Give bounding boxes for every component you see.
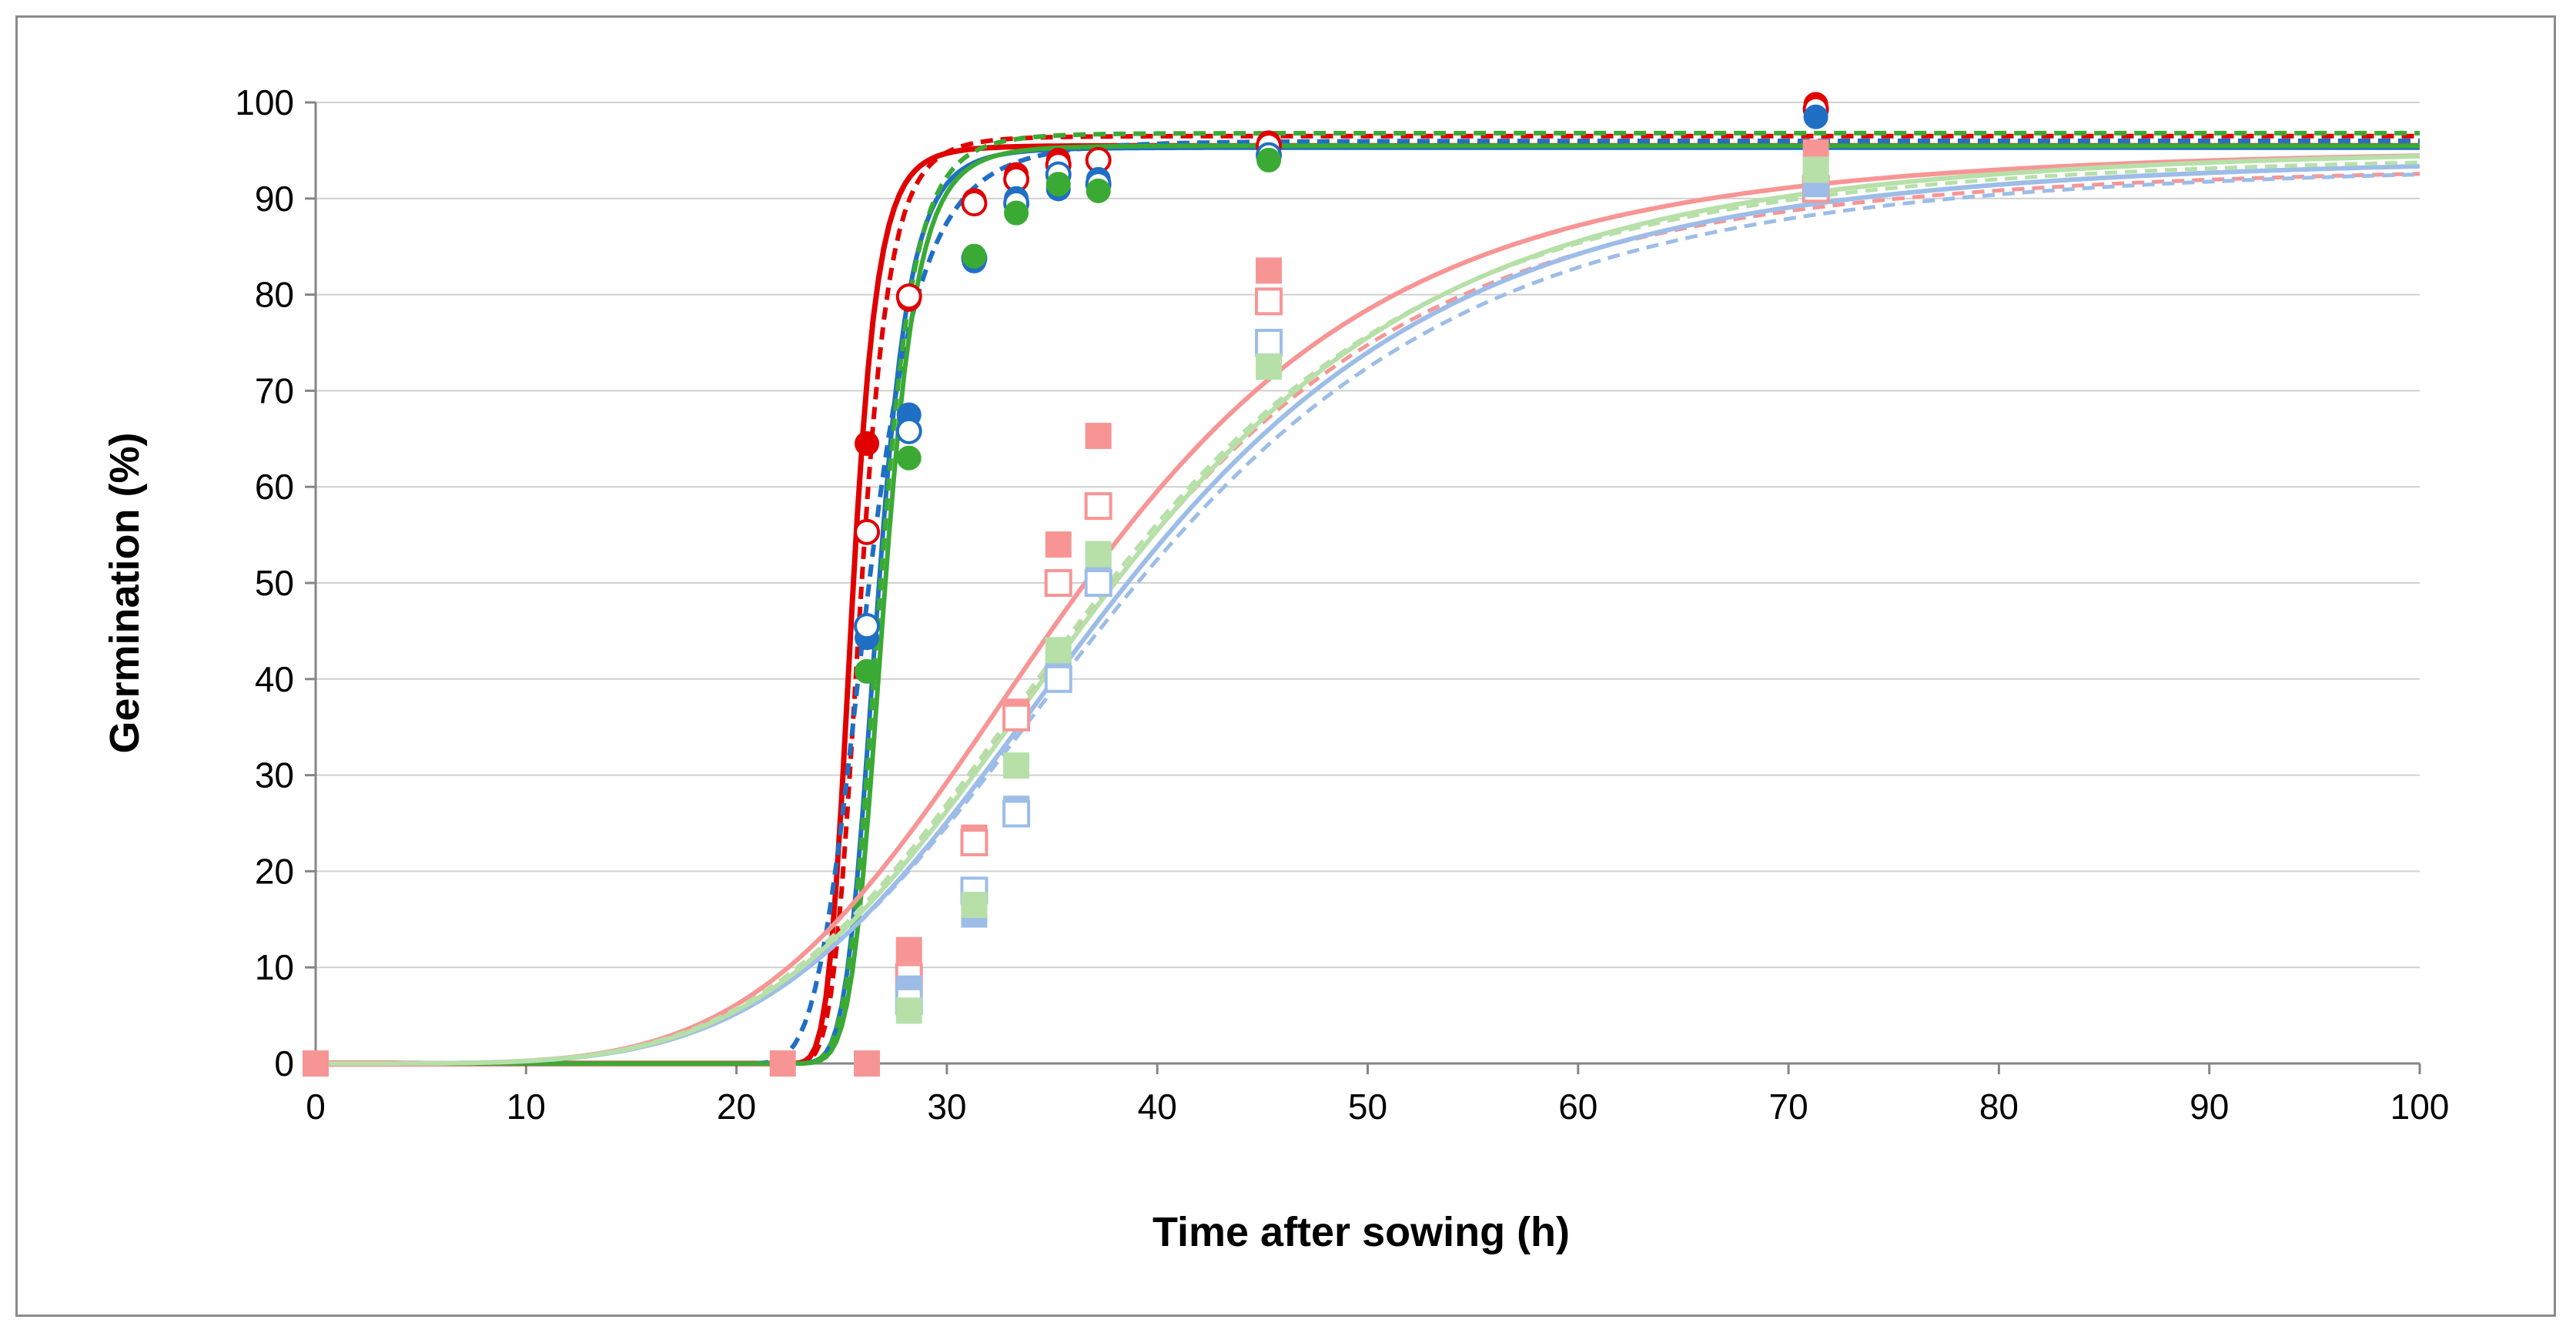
fit-curve xyxy=(316,143,2420,1066)
data-point xyxy=(1803,104,1828,129)
x-tick-label: 100 xyxy=(2390,1087,2450,1127)
fit-curve xyxy=(316,130,2420,1066)
data-point xyxy=(303,1050,329,1077)
y-tick-label: 70 xyxy=(255,370,294,410)
x-tick-label: 80 xyxy=(1979,1087,2019,1127)
x-tick-label: 20 xyxy=(717,1087,756,1127)
data-point xyxy=(1255,329,1283,357)
data-point xyxy=(1256,257,1283,284)
gridlines xyxy=(316,102,2420,969)
fit-curve xyxy=(316,172,2420,1066)
data-point xyxy=(895,997,922,1024)
fit-curve xyxy=(316,142,2420,1067)
y-tick-label: 40 xyxy=(255,659,294,699)
axes xyxy=(305,101,2421,1074)
data-points xyxy=(303,92,1830,1077)
data-point xyxy=(854,613,881,640)
y-tick-label: 90 xyxy=(255,179,294,219)
y-tick-label: 100 xyxy=(235,82,294,122)
y-tick-label: 30 xyxy=(255,755,294,795)
data-point xyxy=(1802,156,1829,183)
x-tick-label: 50 xyxy=(1348,1087,1387,1127)
data-point xyxy=(854,518,881,545)
x-tick-label: 60 xyxy=(1558,1087,1597,1127)
data-point xyxy=(1045,531,1072,558)
x-tick-label: 70 xyxy=(1769,1087,1808,1127)
data-point xyxy=(1085,541,1112,568)
data-point xyxy=(1084,569,1112,597)
data-point xyxy=(1045,172,1071,197)
data-point xyxy=(1002,799,1031,828)
data-point xyxy=(1084,492,1112,521)
y-tick-label: 50 xyxy=(255,563,294,603)
data-point xyxy=(1085,423,1112,450)
y-tick-label: 0 xyxy=(274,1043,294,1083)
fit-curve xyxy=(316,133,2420,1066)
fit-curve xyxy=(316,138,2420,1066)
data-point xyxy=(895,936,922,963)
y-tick-label: 60 xyxy=(255,467,294,507)
fit-curve xyxy=(316,163,2420,1066)
data-point xyxy=(854,1050,881,1077)
fit-curve xyxy=(316,172,2420,1066)
data-point xyxy=(1002,703,1031,732)
x-axis-title: Time after sowing (h) xyxy=(1153,1209,1570,1255)
y-tick-label: 80 xyxy=(255,275,294,315)
data-point xyxy=(1256,147,1282,172)
data-point xyxy=(1086,178,1111,203)
data-point xyxy=(1044,665,1072,693)
data-point xyxy=(961,892,988,919)
x-tick-label: 40 xyxy=(1138,1087,1177,1127)
data-point xyxy=(1004,200,1029,226)
data-point xyxy=(960,828,989,856)
x-tick-label: 30 xyxy=(927,1087,966,1127)
data-point xyxy=(1044,569,1072,597)
tick-labels: 0 10 20 30 40 50 60 70 80 90 100 0 10 20 30 40 50 60 70 80 9… xyxy=(235,82,2449,1127)
y-tick-label: 20 xyxy=(255,851,294,891)
fitted-curves xyxy=(316,130,2420,1067)
fit-curve xyxy=(316,153,2420,1066)
data-point xyxy=(769,1050,796,1077)
chart-frame xyxy=(15,15,2556,1317)
data-point xyxy=(855,658,880,684)
x-tick-label: 10 xyxy=(507,1087,546,1127)
fit-curve xyxy=(316,160,2420,1066)
data-point xyxy=(1256,353,1283,380)
data-point xyxy=(895,283,922,310)
x-tick-label: 0 xyxy=(306,1087,326,1127)
data-point xyxy=(895,417,922,444)
x-tick-label: 90 xyxy=(2190,1087,2229,1127)
y-axis-title: Germination (%) xyxy=(102,432,148,753)
data-point xyxy=(961,190,988,217)
data-point xyxy=(896,445,922,471)
data-point xyxy=(1045,637,1072,664)
data-point xyxy=(855,431,880,457)
data-point xyxy=(1255,287,1283,316)
fit-curve xyxy=(316,153,2420,1066)
data-point xyxy=(962,243,987,269)
fit-curve xyxy=(316,145,2420,1066)
data-point xyxy=(1003,752,1030,779)
y-tick-label: 10 xyxy=(255,947,294,987)
